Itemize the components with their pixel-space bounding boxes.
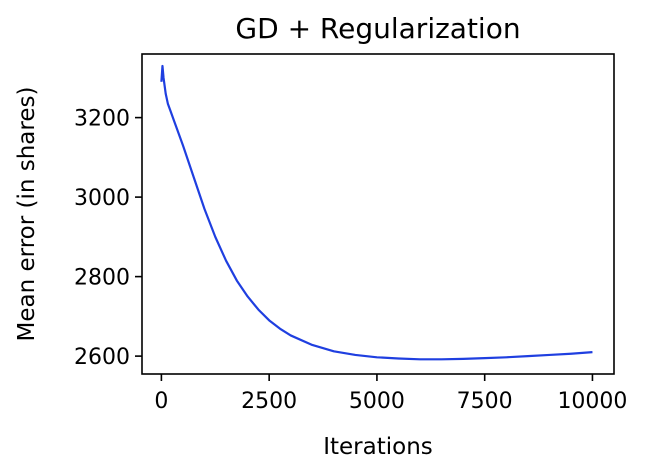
series-line-0 — [160, 64, 593, 361]
chart-title: GD + Regularization — [235, 12, 520, 45]
x-axis: 0 2500 5000 7500 10000 — [154, 374, 627, 414]
series-layer — [160, 64, 593, 361]
x-axis-label: Iterations — [323, 434, 433, 460]
x-tick-label: 10000 — [557, 389, 627, 414]
y-axis: 2600 2800 3000 3200 — [74, 107, 142, 370]
y-tick-label: 3000 — [74, 186, 130, 211]
y-tick-label: 2600 — [74, 345, 130, 370]
x-tick-label: 0 — [154, 389, 168, 414]
plot-frame — [141, 53, 615, 375]
x-tick-label: 5000 — [349, 389, 405, 414]
y-tick-label: 3200 — [74, 107, 130, 132]
y-axis-label: Mean error (in shares) — [14, 87, 40, 342]
plot-area — [141, 53, 615, 375]
x-tick-label: 2500 — [241, 389, 297, 414]
y-tick-label: 2800 — [74, 266, 130, 291]
x-tick-label: 7500 — [457, 389, 513, 414]
